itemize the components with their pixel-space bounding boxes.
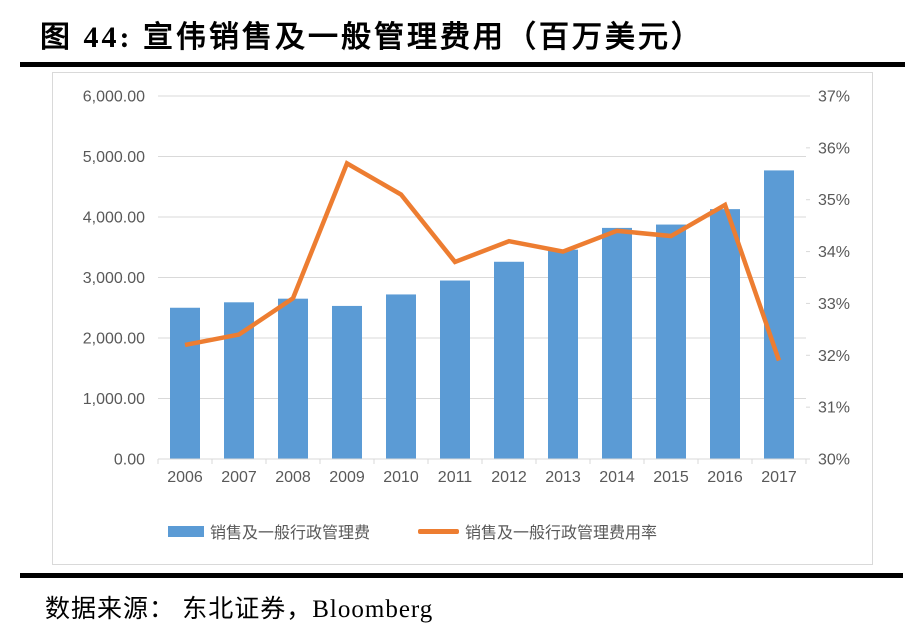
- line-series: [184, 160, 782, 362]
- right-axis-label: 37%: [818, 89, 850, 106]
- x-axis-label: 2012: [491, 469, 527, 486]
- x-axis-label: 2010: [383, 469, 419, 486]
- left-axis-label: 1,000.00: [83, 391, 145, 408]
- right-axis-label: 36%: [818, 140, 850, 157]
- x-axis-label: 2011: [438, 469, 473, 486]
- right-axis-label: 35%: [818, 192, 850, 209]
- right-axis-label: 33%: [818, 296, 850, 313]
- left-axis-label: 4,000.00: [83, 210, 145, 227]
- x-axis-label: 2006: [167, 469, 203, 486]
- x-axis-label: 2008: [275, 469, 311, 486]
- left-axis-label: 5,000.00: [83, 149, 145, 166]
- x-axis-label: 2015: [653, 469, 689, 486]
- x-axis-label: 2017: [761, 469, 797, 486]
- bar-2016: [710, 209, 740, 459]
- line-series-swatch: [418, 528, 459, 534]
- x-axis-label: 2014: [599, 469, 635, 486]
- bar-2009: [332, 305, 362, 459]
- bar-2006: [170, 307, 200, 459]
- bar-2015: [656, 224, 686, 459]
- x-axis-label: 2016: [707, 469, 743, 486]
- figure-title: 图 44: 宣伟销售及一般管理费用（百万美元）: [40, 21, 704, 54]
- x-axis-label: 2009: [329, 469, 365, 486]
- bar-2012: [494, 261, 524, 459]
- legend-label-line: 销售及一般行政管理费用率: [465, 525, 658, 542]
- legend-label-bar: 销售及一般行政管理费: [210, 525, 371, 542]
- footer-divider: [20, 573, 903, 578]
- right-axis-label: 34%: [818, 244, 850, 261]
- right-axis-label: 30%: [818, 452, 850, 469]
- bar-2008: [278, 298, 308, 459]
- bar-2017: [764, 170, 794, 459]
- legend-item-line: 销售及一般行政管理费用率: [418, 522, 658, 542]
- bar-2011: [440, 280, 470, 459]
- bar-2013: [548, 249, 578, 459]
- left-axis-label: 2,000.00: [83, 331, 145, 348]
- left-axis-label: 6,000.00: [83, 89, 145, 106]
- source-note: 数据来源： 东北证券，Bloomberg: [45, 596, 434, 623]
- right-axis-label: 31%: [818, 400, 850, 417]
- left-axis-label: 3,000.00: [83, 270, 145, 287]
- chart-frame: 0.00 1,000.00 2,000.00 3,000.00 4,000.00 5,00…: [52, 72, 873, 565]
- x-axis-label: 2013: [545, 469, 581, 486]
- legend-item-bar: 销售及一般行政管理费: [168, 522, 371, 542]
- left-axis-label: 0.00: [114, 452, 145, 469]
- x-axis-label: 2007: [221, 469, 257, 486]
- right-axis-label: 32%: [818, 348, 850, 365]
- combo-chart: 0.00 1,000.00 2,000.00 3,000.00 4,000.00 5,00…: [83, 89, 850, 487]
- title-divider: [20, 62, 905, 67]
- bar-series-swatch: [168, 525, 204, 537]
- bar-2014: [602, 227, 632, 459]
- bar-2010: [386, 294, 416, 459]
